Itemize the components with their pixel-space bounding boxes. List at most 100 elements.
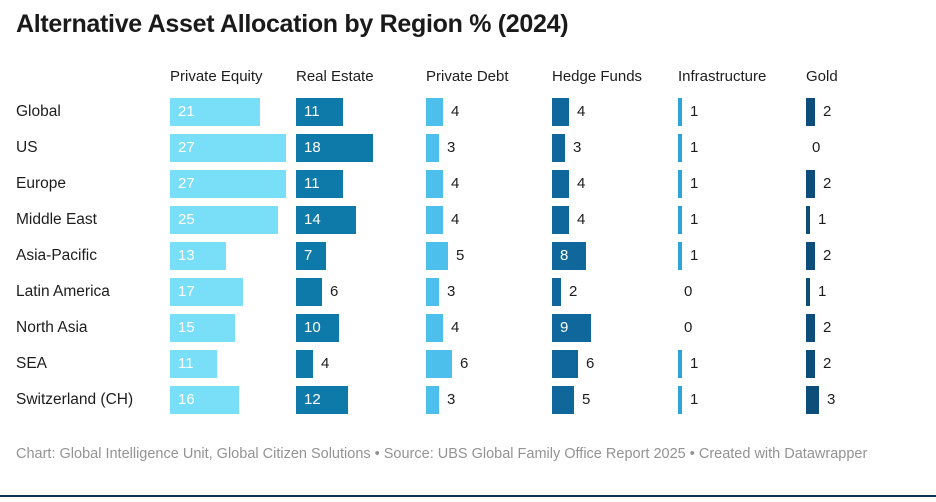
- bar: [426, 134, 439, 162]
- bar: [170, 350, 217, 378]
- bar-value-label: 2: [823, 355, 832, 372]
- chart-row: Asia-Pacific 13 7 5 8 1 2: [0, 238, 936, 274]
- bar: [170, 98, 260, 126]
- bar-value-label: 2: [823, 103, 832, 120]
- bar-value-label: 2: [823, 247, 832, 264]
- chart-row: Switzerland (CH) 16 12 3 5 1 3: [0, 382, 936, 418]
- chart-row: Global 21 11 4 4 1 2: [0, 94, 936, 130]
- bar-value-label: 27: [178, 139, 195, 156]
- bar: [426, 206, 443, 234]
- chart-row: Latin America 17 6 3 2 0 1: [0, 274, 936, 310]
- row-label: North Asia: [16, 319, 88, 336]
- bar: [170, 134, 286, 162]
- bar-value-label: 16: [178, 391, 195, 408]
- bar: [552, 350, 578, 378]
- row-label: Global: [16, 103, 61, 120]
- bar: [806, 170, 815, 198]
- bar-value-label: 2: [823, 175, 832, 192]
- bar: [426, 242, 448, 270]
- bar: [678, 98, 682, 126]
- chart-row: SEA 11 4 6 6 1 2: [0, 346, 936, 382]
- bar: [296, 134, 373, 162]
- bar-value-label: 5: [582, 391, 591, 408]
- bar-value-label: 14: [304, 211, 321, 228]
- bar-value-label: 0: [812, 139, 821, 156]
- bar-value-label: 6: [586, 355, 595, 372]
- bar-value-label: 5: [456, 247, 465, 264]
- bar-value-label: 21: [178, 103, 195, 120]
- bar-value-label: 11: [178, 355, 194, 372]
- bar-value-label: 4: [451, 211, 460, 228]
- bar-value-label: 3: [447, 283, 456, 300]
- bar: [426, 278, 439, 306]
- bar: [170, 386, 239, 414]
- bar: [170, 170, 286, 198]
- bar: [170, 278, 243, 306]
- bar: [552, 386, 574, 414]
- bar-value-label: 1: [690, 391, 699, 408]
- bar: [552, 170, 569, 198]
- bar: [296, 350, 313, 378]
- chart-row: Europe 27 11 4 4 1 2: [0, 166, 936, 202]
- bar: [296, 170, 343, 198]
- bar-value-label: 4: [451, 319, 460, 336]
- row-label: Europe: [16, 175, 66, 192]
- bar-value-label: 10: [304, 319, 321, 336]
- chart-title: Alternative Asset Allocation by Region %…: [16, 10, 569, 38]
- bar-value-label: 3: [447, 139, 456, 156]
- bar: [806, 242, 815, 270]
- bar: [678, 386, 682, 414]
- bar: [552, 206, 569, 234]
- bar-value-label: 15: [178, 319, 195, 336]
- bar-value-label: 2: [569, 283, 578, 300]
- bar-value-label: 7: [304, 247, 313, 264]
- row-label: SEA: [16, 355, 48, 372]
- bar-value-label: 3: [447, 391, 456, 408]
- row-label: US: [16, 139, 38, 156]
- bar: [296, 314, 339, 342]
- bar-value-label: 17: [178, 283, 195, 300]
- bar: [806, 278, 810, 306]
- bar-value-label: 25: [178, 211, 195, 228]
- bar-value-label: 18: [304, 139, 321, 156]
- bar-value-label: 11: [304, 175, 320, 192]
- bar-value-label: 1: [690, 211, 699, 228]
- bar: [296, 278, 322, 306]
- column-header-hedge-funds: Hedge Funds: [552, 68, 643, 85]
- row-label: Switzerland (CH): [16, 391, 134, 408]
- bar-value-label: 4: [577, 175, 586, 192]
- bar-value-label: 27: [178, 175, 195, 192]
- bar-value-label: 4: [451, 175, 460, 192]
- column-header-real-estate: Real Estate: [296, 68, 374, 85]
- bar-value-label: 1: [818, 283, 827, 300]
- row-label: Middle East: [16, 211, 97, 228]
- bar-value-label: 3: [573, 139, 582, 156]
- bar-value-label: 1: [690, 139, 699, 156]
- bar: [170, 242, 226, 270]
- bar: [426, 386, 439, 414]
- bar-value-label: 1: [690, 247, 699, 264]
- bar: [678, 206, 682, 234]
- bar: [552, 278, 561, 306]
- bar: [296, 242, 326, 270]
- bar-value-label: 4: [451, 103, 460, 120]
- bar-value-label: 13: [178, 247, 195, 264]
- column-header-infrastructure: Infrastructure: [678, 68, 767, 85]
- bar-value-label: 6: [330, 283, 339, 300]
- bar-value-label: 3: [827, 391, 836, 408]
- bar: [806, 386, 819, 414]
- bar: [806, 206, 810, 234]
- bar: [806, 314, 815, 342]
- bar-value-label: 1: [690, 355, 699, 372]
- chart-row: North Asia 15 10 4 9 0 2: [0, 310, 936, 346]
- bar-value-label: 9: [560, 319, 569, 336]
- bar-value-label: 0: [684, 283, 693, 300]
- bar: [552, 242, 586, 270]
- bar: [170, 206, 278, 234]
- column-header-private-debt: Private Debt: [426, 68, 509, 85]
- bar-value-label: 2: [823, 319, 832, 336]
- bar: [296, 206, 356, 234]
- bar-value-label: 11: [304, 103, 320, 120]
- bar-value-label: 6: [460, 355, 469, 372]
